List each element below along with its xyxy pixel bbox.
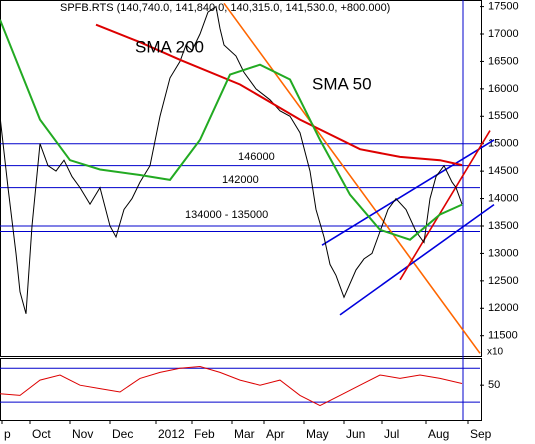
main-frame xyxy=(0,0,482,357)
indicator-line xyxy=(0,19,463,241)
x-tick-label: Nov xyxy=(72,427,93,441)
y-tick-label: 11500 xyxy=(488,330,518,342)
trend-line xyxy=(399,130,491,281)
x-tick-label: Apr xyxy=(266,427,285,441)
trend-line xyxy=(339,203,495,316)
trend-line xyxy=(321,139,495,246)
y-tick-label: 14500 xyxy=(488,165,519,177)
y-tick-label: 15000 xyxy=(488,138,519,150)
level-label: 134000 - 135000 xyxy=(185,209,268,221)
y-tick-label: 12000 xyxy=(488,302,519,314)
x-tick-label: Aug xyxy=(428,427,449,441)
x-tick-label: Oct xyxy=(32,427,51,441)
x-tick-label: Sep xyxy=(470,427,492,441)
y-tick-label: 17000 xyxy=(488,28,519,40)
y-tick-label: 12500 xyxy=(488,275,519,287)
series-label: SMA 200 xyxy=(135,37,204,56)
y-tick-label: 15500 xyxy=(488,110,519,122)
x-tick-label: Mar xyxy=(234,427,255,441)
indicator-line xyxy=(95,23,463,167)
y-tick-label: 14000 xyxy=(488,192,519,204)
level-label: 146000 xyxy=(238,151,275,163)
price-line xyxy=(0,5,463,314)
series-label: SMA 50 xyxy=(312,74,372,93)
x-tick-label: Dec xyxy=(112,427,133,441)
y-tick-label: 16000 xyxy=(488,83,519,95)
y-tick-label: 50 xyxy=(488,379,500,391)
lower-frame xyxy=(0,358,482,421)
unit-label: x10 xyxy=(487,347,504,358)
x-tick-label: 2012 xyxy=(158,427,185,441)
y-tick-label: 16500 xyxy=(488,55,519,67)
y-tick-label: 17500 xyxy=(488,0,519,12)
chart-title: SPFB.RTS (140,740.0, 141,840.0, 140,315.… xyxy=(60,2,390,14)
trend-line xyxy=(223,2,481,354)
y-tick-label: 13500 xyxy=(488,220,519,232)
x-tick-label: Feb xyxy=(194,427,215,441)
x-tick-label: p xyxy=(4,427,11,441)
x-tick-label: May xyxy=(306,427,329,441)
x-tick-label: Jul xyxy=(384,427,399,441)
y-tick-label: 13000 xyxy=(488,247,519,259)
level-label: 142000 xyxy=(222,174,259,186)
indicator-line xyxy=(0,365,463,407)
x-tick-label: Jun xyxy=(346,427,365,441)
